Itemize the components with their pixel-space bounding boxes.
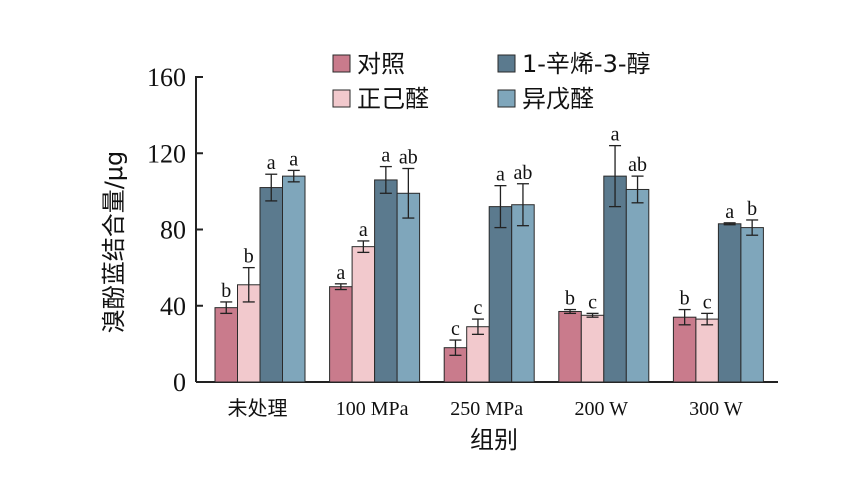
significance-label: a — [496, 164, 505, 186]
legend-swatch — [332, 89, 351, 108]
x-tick-label: 300 W — [689, 398, 743, 420]
significance-label: c — [474, 297, 483, 319]
bar[interactable] — [282, 175, 306, 383]
y-tick-label: 120 — [147, 139, 186, 168]
legend-label: 对照 — [357, 50, 405, 78]
x-tick-label: 200 W — [575, 398, 629, 420]
y-tick-label: 0 — [173, 368, 186, 397]
significance-label: a — [336, 262, 345, 284]
significance-label: ab — [399, 147, 418, 169]
significance-label: ab — [514, 162, 533, 184]
bar[interactable] — [488, 206, 513, 383]
legend-label: 异戊醛 — [522, 85, 594, 113]
significance-label: c — [703, 291, 712, 313]
bar[interactable] — [580, 314, 605, 383]
bar[interactable] — [396, 192, 421, 383]
legend-swatch — [497, 54, 516, 73]
significance-label: a — [611, 124, 620, 146]
significance-label: a — [725, 201, 734, 223]
y-tick-label: 40 — [160, 292, 186, 321]
y-tick-label: 80 — [160, 216, 186, 245]
bar[interactable] — [351, 246, 376, 383]
bar[interactable] — [558, 310, 582, 383]
significance-label: b — [244, 246, 254, 268]
significance-label: ab — [628, 154, 647, 176]
legend-swatch — [497, 89, 516, 108]
legend-label: 1-辛烯-3-醇 — [522, 50, 651, 78]
significance-label: c — [588, 291, 597, 313]
bar[interactable] — [695, 318, 719, 383]
significance-label: c — [451, 318, 460, 340]
y-axis-title: 溴酚蓝结合量/μg — [100, 151, 128, 334]
bar[interactable] — [329, 286, 353, 383]
significance-label: b — [747, 198, 757, 220]
significance-label: a — [381, 145, 390, 167]
x-tick-label: 100 MPa — [336, 398, 409, 420]
x-tick-label: 未处理 — [228, 397, 288, 420]
x-tick-label: 250 MPa — [450, 398, 523, 420]
bar[interactable] — [511, 204, 535, 383]
significance-label: a — [359, 219, 368, 241]
significance-label: a — [267, 152, 276, 174]
bar[interactable] — [740, 227, 764, 383]
significance-label: b — [565, 288, 575, 310]
legend-label: 正己醛 — [357, 85, 429, 113]
significance-label: b — [680, 288, 690, 310]
x-axis-title: 组别 — [470, 426, 518, 454]
bar[interactable] — [717, 223, 742, 383]
legend-swatch — [332, 54, 351, 73]
bar[interactable] — [625, 188, 650, 383]
bar[interactable] — [466, 326, 490, 383]
y-tick-label: 160 — [147, 63, 186, 92]
bar[interactable] — [672, 316, 697, 383]
bar[interactable] — [259, 187, 283, 383]
significance-label: b — [221, 280, 231, 302]
bar[interactable] — [374, 179, 398, 383]
axes: 0 40 80 120 160 未处理 100 MPa 250 MPa 200 W 300 W — [147, 63, 778, 420]
significance-label: a — [289, 148, 298, 170]
bar[interactable] — [214, 307, 238, 383]
